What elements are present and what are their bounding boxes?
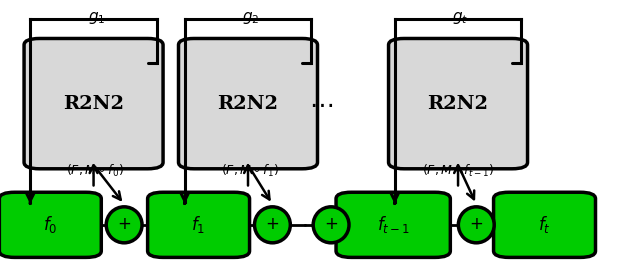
Text: $g_2$: $g_2$ <box>242 10 260 26</box>
Text: $\cdots$: $\cdots$ <box>301 215 321 234</box>
Text: $+$: $+$ <box>469 216 484 233</box>
FancyBboxPatch shape <box>494 192 595 257</box>
Text: $+$: $+$ <box>324 216 338 233</box>
FancyBboxPatch shape <box>0 192 101 257</box>
Ellipse shape <box>459 207 494 243</box>
Text: R2N2: R2N2 <box>218 95 278 113</box>
Text: $\cdots$: $\cdots$ <box>309 94 333 116</box>
Text: R2N2: R2N2 <box>427 95 489 113</box>
Text: $g_t$: $g_t$ <box>452 10 468 26</box>
FancyBboxPatch shape <box>148 192 250 257</box>
Text: $g_1$: $g_1$ <box>88 10 105 26</box>
Text: $f_0$: $f_0$ <box>43 214 57 235</box>
Text: $+$: $+$ <box>117 216 131 233</box>
Text: $f_{t-1}$: $f_{t-1}$ <box>377 214 410 235</box>
FancyBboxPatch shape <box>24 39 163 169</box>
Text: $(F, M \circ f_1)$: $(F, M \circ f_1)$ <box>220 163 278 179</box>
Ellipse shape <box>255 207 290 243</box>
FancyBboxPatch shape <box>178 39 318 169</box>
FancyBboxPatch shape <box>336 192 451 257</box>
Ellipse shape <box>313 207 349 243</box>
Text: $f_t$: $f_t$ <box>538 214 551 235</box>
Text: $+$: $+$ <box>265 216 280 233</box>
Text: R2N2: R2N2 <box>63 95 124 113</box>
Text: $f_1$: $f_1$ <box>192 214 206 235</box>
Text: $(F, M \circ f_{t-1})$: $(F, M \circ f_{t-1})$ <box>422 163 494 179</box>
Ellipse shape <box>106 207 142 243</box>
Text: $(F, M \circ f_0)$: $(F, M \circ f_0)$ <box>66 163 124 179</box>
FancyBboxPatch shape <box>389 39 527 169</box>
